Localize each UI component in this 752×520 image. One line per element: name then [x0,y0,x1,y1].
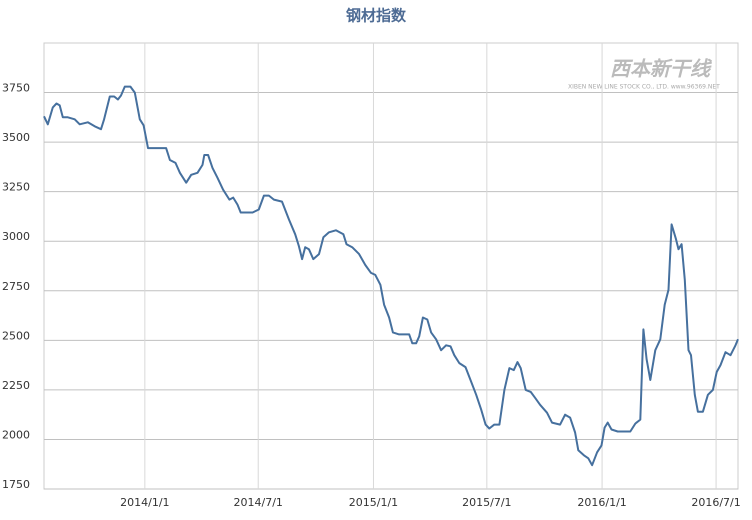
x-tick-label: 2014/1/1 [120,496,169,509]
x-tick-label: 2016/1/1 [577,496,626,509]
watermark-text: XIBEN NEW LINE STOCK CO., LTD. www.96369… [568,84,720,91]
y-tick-label: 1750 [2,478,30,491]
x-tick-label: 2014/7/1 [234,496,283,509]
watermark-logo: 西本新干线 [610,57,713,81]
chart-title: 钢材指数 [346,7,407,25]
x-tick-label: 2015/7/1 [462,496,511,509]
x-tick-label: 2015/1/1 [349,496,398,509]
y-tick-label: 2750 [2,280,30,293]
y-tick-label: 3250 [2,181,30,194]
y-tick-label: 2000 [2,428,30,441]
series-line [43,85,739,467]
y-tick-label: 3000 [2,230,30,243]
x-tick-label: 2016/7/1 [691,496,740,509]
y-tick-label: 2500 [2,329,30,342]
y-tick-label: 2250 [2,379,30,392]
y-tick-label: 3750 [2,82,30,95]
plot-area [43,42,739,490]
y-tick-label: 3500 [2,131,30,144]
